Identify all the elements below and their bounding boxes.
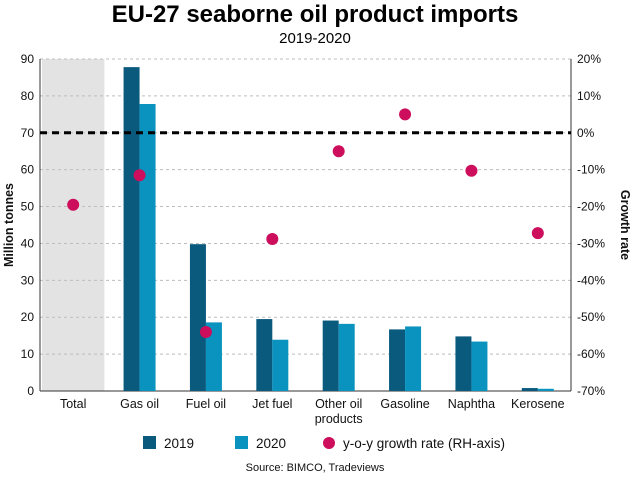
- bar-2020: [139, 104, 156, 391]
- y-tick-label: 50: [21, 200, 35, 214]
- y2-axis-title: Growth rate: [618, 190, 630, 260]
- y2-tick-label: 20%: [577, 52, 601, 66]
- x-tick-label-line: Fuel oil: [186, 397, 226, 411]
- x-tick-label: Gas oil: [120, 397, 159, 411]
- x-tick-label-line: Gas oil: [120, 397, 159, 411]
- bar-2019: [521, 388, 538, 391]
- growth-point: [67, 198, 80, 211]
- bar-2020: [537, 388, 554, 391]
- bar-2019: [389, 329, 406, 391]
- highlight-band: [42, 59, 105, 391]
- bar-2019: [189, 244, 206, 391]
- legend-swatch: [143, 436, 156, 449]
- y-axis-title: Million tonnes: [2, 183, 16, 267]
- growth-point: [332, 145, 345, 158]
- bar-2019: [256, 319, 273, 391]
- growth-point: [465, 164, 478, 177]
- y2-tick-label: -70%: [577, 384, 605, 398]
- legend-swatch: [323, 437, 335, 449]
- y2-tick-label: 10%: [577, 89, 601, 103]
- bar-2020: [338, 323, 355, 391]
- source-note: Source: BIMCO, Tradeviews: [246, 462, 385, 474]
- x-tick-label: Naphtha: [448, 397, 495, 411]
- legend: 2019 2020 y-o-y growth rate (RH-axis): [143, 436, 505, 451]
- y2-tick-label: -10%: [577, 163, 605, 177]
- y2-tick-label: -20%: [577, 200, 605, 214]
- legend-label: 2020: [256, 436, 286, 451]
- growth-point: [399, 108, 412, 121]
- x-tick-label-line: products: [315, 412, 363, 426]
- bar-2020: [205, 322, 222, 391]
- y2-tick-label: -40%: [577, 273, 605, 287]
- legend-swatch: [235, 436, 248, 449]
- bar-2020: [405, 326, 422, 391]
- y-tick-label: 0: [27, 384, 34, 398]
- bar-2019: [123, 67, 140, 392]
- y-tick-label: 30: [21, 273, 35, 287]
- bar-2019: [322, 320, 339, 391]
- x-tick-label: Jet fuel: [252, 397, 292, 411]
- x-tick-label: Fuel oil: [186, 397, 226, 411]
- y-tick-label: 10: [21, 347, 35, 361]
- y-tick-label: 90: [21, 52, 35, 66]
- y2-tick-label: -30%: [577, 236, 605, 250]
- x-tick-label-line: Naphtha: [448, 397, 495, 411]
- y2-tick-label: -50%: [577, 310, 605, 324]
- bar-2019: [455, 336, 472, 391]
- x-tick-label: Gasoline: [380, 397, 429, 411]
- chart-title: EU-27 seaborne oil product imports: [112, 1, 519, 28]
- bar-2020: [471, 341, 488, 391]
- bar-2020: [272, 339, 289, 391]
- growth-point: [266, 233, 279, 246]
- y-tick-label: 80: [21, 89, 35, 103]
- x-tick-label-line: Other oil: [315, 397, 362, 411]
- legend-label: y-o-y growth rate (RH-axis): [343, 436, 505, 451]
- x-tick-label: Other oil products: [315, 397, 363, 426]
- y2-tick-label: -60%: [577, 347, 605, 361]
- growth-point: [531, 227, 544, 240]
- x-tick-label-line: Gasoline: [380, 397, 429, 411]
- plot-area: 0 10 20 30 40 50 60 70 80 90 -70% -60% -50% -40% -30% -…: [2, 52, 630, 426]
- x-tick-label-line: Jet fuel: [252, 397, 292, 411]
- y2-tick-label: 0%: [577, 126, 595, 140]
- x-tick-label: Total: [60, 397, 86, 411]
- y-tick-label: 40: [21, 236, 35, 250]
- legend-label: 2019: [164, 436, 194, 451]
- growth-point: [199, 325, 212, 338]
- x-tick-label: Kerosene: [511, 397, 565, 411]
- x-tick-label-line: Kerosene: [511, 397, 565, 411]
- y-tick-label: 20: [21, 310, 35, 324]
- y-tick-label: 70: [21, 126, 35, 140]
- chart-subtitle: 2019-2020: [279, 30, 351, 47]
- y-tick-label: 60: [21, 163, 35, 177]
- x-tick-label-line: Total: [60, 397, 86, 411]
- growth-point: [133, 169, 146, 182]
